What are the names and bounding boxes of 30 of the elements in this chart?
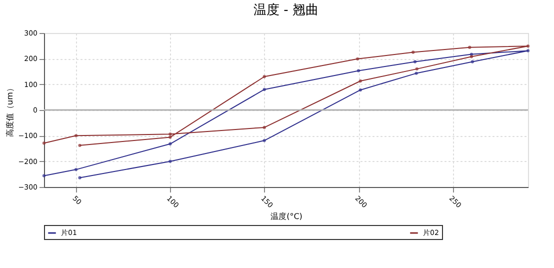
y-axis-title: 高度值（um） (5, 84, 14, 137)
point (74, 168, 78, 172)
point (470, 55, 474, 58)
point (74, 134, 78, 138)
point (78, 176, 82, 180)
point (358, 79, 362, 83)
point (526, 49, 530, 52)
point (168, 160, 172, 163)
point (413, 60, 417, 64)
point (470, 60, 474, 64)
x-axis-title: 温度(°C) (270, 212, 302, 221)
point (262, 88, 266, 92)
point (526, 44, 530, 48)
point (168, 136, 172, 139)
point (262, 126, 266, 130)
point (78, 144, 82, 147)
point (42, 174, 46, 178)
point (358, 88, 362, 92)
point (168, 142, 172, 146)
point (412, 50, 415, 54)
point (356, 69, 360, 72)
point (42, 142, 46, 145)
point (168, 132, 172, 136)
point (415, 67, 418, 71)
chart-title: 温度 - 翘曲 (254, 2, 318, 18)
point (414, 72, 418, 75)
point (468, 46, 472, 49)
point (356, 57, 360, 60)
point (262, 138, 266, 142)
point (262, 75, 266, 78)
